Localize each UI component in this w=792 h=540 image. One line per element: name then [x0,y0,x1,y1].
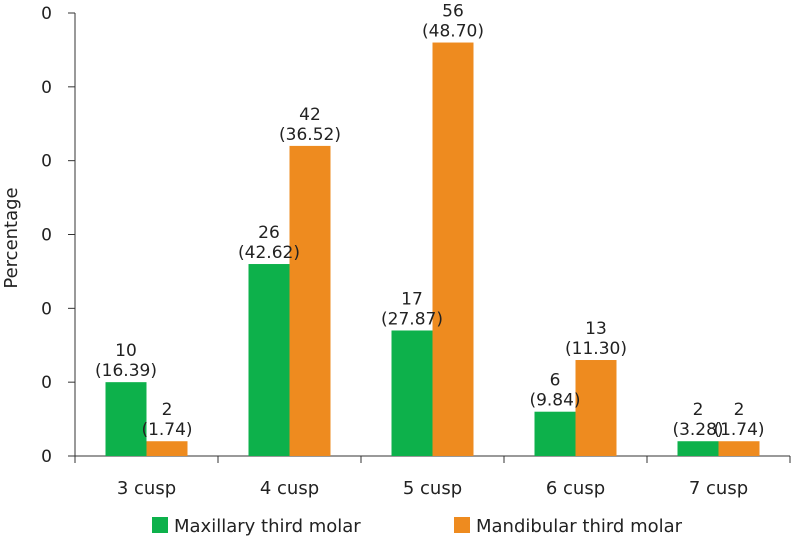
data-label-count: 56 [442,2,464,22]
y-tick-label: 0 [41,226,52,246]
bar [432,42,474,457]
y-tick-label: 0 [41,4,52,24]
data-label-count: 2 [693,400,704,420]
data-label-percentage: (48.70) [422,22,484,42]
y-tick-label: 0 [41,78,52,98]
data-label-percentage: (9.84) [529,391,580,411]
data-label-count: 13 [585,319,607,339]
y-tick-label: 0 [41,152,52,172]
bar [248,264,290,456]
y-tick-label: 0 [41,373,52,393]
data-label-percentage: (27.87) [381,309,443,329]
bar [105,382,147,456]
bar [391,330,433,456]
legend-entry: Maxillary third molar [174,516,361,537]
bar [575,360,617,456]
y-axis-title: Percentage [1,187,22,288]
x-tick-label: 5 cusp [403,478,462,499]
bar [289,145,331,456]
x-tick-label: 4 cusp [260,478,319,499]
bar [534,411,576,456]
data-label-count: 17 [401,289,423,309]
x-tick-label: 3 cusp [117,478,176,499]
legend-entry: Mandibular third molar [476,516,683,537]
data-label-count: 6 [550,371,561,391]
data-label-count: 2 [734,400,745,420]
legend-swatch [152,517,168,533]
bar [677,441,719,456]
data-label-percentage: (11.30) [565,339,627,359]
data-label-percentage: (1.74) [141,420,192,440]
bar [718,441,760,456]
data-label-percentage: (3.28) [672,420,723,440]
y-tick-label: 0 [41,447,52,467]
data-label-percentage: (16.39) [95,361,157,381]
x-tick-label: 6 cusp [546,478,605,499]
data-label-percentage: (36.52) [279,125,341,145]
data-label-count: 42 [299,105,321,125]
data-label-count: 2 [162,400,173,420]
data-label-percentage: (1.74) [713,420,764,440]
x-tick-label: 7 cusp [689,478,748,499]
data-label-count: 26 [258,223,280,243]
legend-swatch [454,517,470,533]
data-label-count: 10 [115,341,137,361]
data-label-percentage: (42.62) [238,243,300,263]
y-tick-label: 0 [41,299,52,319]
bar [146,441,188,456]
